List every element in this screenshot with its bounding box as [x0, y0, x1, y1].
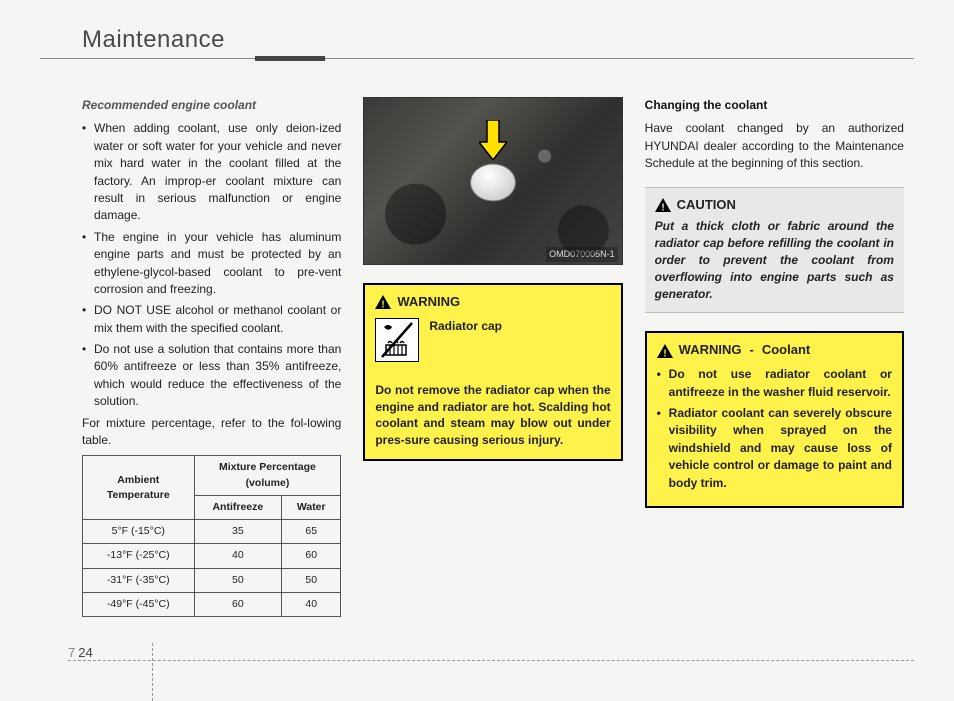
engine-photo: OMD070005N-1 — [363, 97, 622, 265]
warning-label: WARNING — [397, 293, 460, 312]
table-row: -13°F (-25°C) 40 60 — [83, 544, 341, 568]
page-header: Maintenance — [40, 20, 914, 59]
section-number: 7 — [68, 645, 75, 660]
mixture-table: Ambient Temperature Mixture Percentage (… — [82, 455, 341, 617]
list-item: The engine in your vehicle has aluminum … — [82, 229, 341, 299]
th-water: Water — [282, 495, 341, 519]
warning-subtitle: Radiator cap — [429, 318, 502, 335]
list-item: When adding coolant, use only deion-ized… — [82, 120, 341, 224]
table-row: -31°F (-35°C) 50 50 — [83, 568, 341, 592]
list-item: Radiator coolant can severely obscure vi… — [657, 405, 892, 492]
warning-radiator-cap: ! WARNING — [363, 283, 622, 461]
warning-heading: ! WARNING - Coolant — [657, 341, 892, 360]
caution-triangle-icon: ! — [655, 198, 671, 212]
list-item: Do not use a solution that contains more… — [82, 341, 341, 411]
table-row: 5°F (-15°C) 35 65 — [83, 520, 341, 544]
caution-label: CAUTION — [677, 196, 736, 215]
warning-coolant-box: ! WARNING - Coolant Do not use radiator … — [645, 331, 904, 508]
list-item: DO NOT USE alcohol or methanol coolant o… — [82, 302, 341, 337]
footer-vline — [152, 643, 153, 701]
pointer-arrow-icon — [479, 120, 507, 160]
warning-heading: ! WARNING — [375, 293, 610, 312]
list-item: Do not use radiator coolant or antifreez… — [657, 366, 892, 401]
page-footer: 7 24 — [0, 660, 954, 661]
th-mix: Mixture Percentage (volume) — [194, 456, 341, 495]
table-row: -49°F (-45°C) 60 40 — [83, 592, 341, 616]
recommended-coolant-heading: Recommended engine coolant — [82, 97, 341, 114]
warning-dash: - — [750, 341, 754, 360]
footer-rule: 7 24 — [68, 660, 914, 661]
th-ambient: Ambient Temperature — [83, 456, 195, 520]
content-columns: Recommended engine coolant When adding c… — [40, 59, 914, 617]
svg-text:!: ! — [661, 202, 664, 212]
warning-bullet-list: Do not use radiator coolant or antifreez… — [657, 366, 892, 492]
page-number: 7 24 — [68, 645, 99, 660]
caution-box: ! CAUTION Put a thick cloth or fabric ar… — [645, 187, 904, 314]
warning-triangle-icon: ! — [375, 295, 391, 309]
caution-body: Put a thick cloth or fabric around the r… — [655, 218, 894, 302]
warning-body: Do not remove the radiator cap when the … — [375, 382, 610, 449]
radiator-burn-icon — [375, 318, 419, 362]
column-left: Recommended engine coolant When adding c… — [82, 97, 341, 617]
figure-code: OMD070005N-1 — [546, 247, 618, 262]
column-middle: OMD070005N-1 ! WARNING — [363, 97, 622, 617]
warning-triangle-icon: ! — [657, 344, 673, 358]
mixture-followup-text: For mixture percentage, refer to the fol… — [82, 415, 341, 450]
svg-text:!: ! — [663, 348, 666, 358]
radiator-cap-illustration — [470, 164, 516, 202]
page-number-value: 24 — [78, 645, 92, 660]
coolant-bullet-list: When adding coolant, use only deion-ized… — [82, 120, 341, 410]
th-antifreeze: Antifreeze — [194, 495, 282, 519]
warning-label: WARNING — [679, 341, 742, 360]
changing-coolant-heading: Changing the coolant — [645, 97, 904, 114]
caution-heading: ! CAUTION — [655, 196, 894, 215]
page-title: Maintenance — [82, 26, 225, 53]
column-right: Changing the coolant Have coolant change… — [645, 97, 904, 617]
header-accent — [255, 56, 325, 61]
warning-subtitle: Coolant — [762, 341, 810, 360]
changing-coolant-text: Have coolant changed by an authorized HY… — [645, 120, 904, 172]
svg-text:!: ! — [382, 300, 385, 310]
